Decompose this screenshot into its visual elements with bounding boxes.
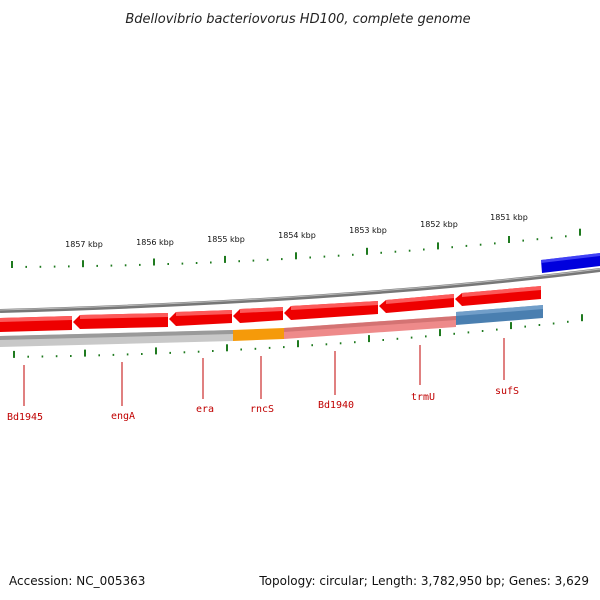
forward-gene-blue[interactable] — [541, 253, 600, 273]
accession-text: Accession: NC_005363 — [9, 574, 146, 588]
gene-leader-lines — [23, 338, 505, 406]
band-orange[interactable] — [233, 328, 284, 341]
map-title: Bdellovibrio bacteriovorus HD100, comple… — [125, 12, 470, 27]
feature-band — [0, 305, 543, 347]
outer-scale-ticks — [11, 228, 581, 268]
gene-label-enga[interactable]: engA — [111, 411, 135, 422]
scale-label-1853: 1853 kbp — [349, 226, 387, 235]
gene-label-bd1940[interactable]: Bd1940 — [318, 400, 354, 411]
genome-backbone-shine — [0, 268, 600, 311]
scale-label-1851: 1851 kbp — [490, 213, 528, 222]
inner-scale-ticks — [13, 314, 583, 358]
scale-label-1855: 1855 kbp — [207, 235, 245, 244]
forward-gene-blue-highlight — [541, 253, 600, 263]
gene-label-bd1945[interactable]: Bd1945 — [7, 412, 43, 423]
reverse-genes — [0, 286, 541, 332]
gene-label-rncs[interactable]: rncS — [250, 404, 274, 415]
gene-label-era[interactable]: era — [196, 404, 214, 415]
scale-label-1852: 1852 kbp — [420, 220, 458, 229]
scale-label-1854: 1854 kbp — [278, 231, 316, 240]
gene-label-trmu[interactable]: trmU — [411, 392, 435, 403]
gene-labels: Bd1945 engA era rncS Bd1940 trmU sufS — [7, 386, 519, 423]
scale-labels: 1857 kbp 1856 kbp 1855 kbp 1854 kbp 1853… — [65, 213, 528, 249]
scale-label-1856: 1856 kbp — [136, 238, 174, 247]
genome-backbone — [0, 268, 600, 313]
gene-label-sufs[interactable]: sufS — [495, 386, 519, 397]
scale-label-1857: 1857 kbp — [65, 240, 103, 249]
genome-summary-text: Topology: circular; Length: 3,782,950 bp… — [259, 574, 589, 588]
